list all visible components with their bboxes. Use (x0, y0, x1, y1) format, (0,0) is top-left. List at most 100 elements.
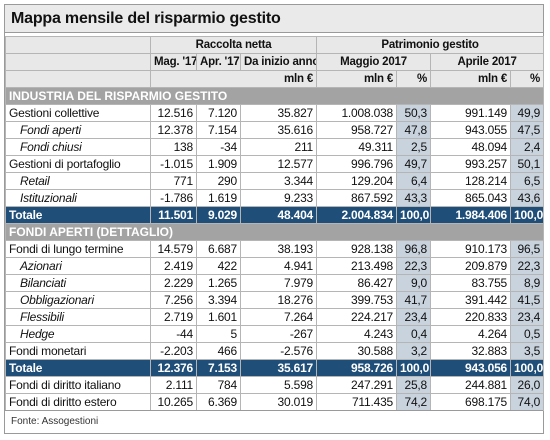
table-cell: 3,5 (510, 342, 545, 360)
table-cell: 2.719 (150, 308, 197, 326)
table-row: Fondi monetari -2.203 466 -2.576 30.588 3,2 32… (5, 342, 545, 360)
table-cell: 1.619 (196, 189, 241, 207)
table-cell: 4.243 (316, 325, 398, 343)
section-row: INDUSTRIA DEL RISPARMIO GESTITO (4, 87, 545, 105)
table-cell: 22,3 (510, 257, 545, 275)
table-cell: 3,2 (396, 342, 432, 360)
column-header: Aprile 2017 (430, 53, 545, 71)
table-cell: 49.311 (316, 138, 398, 156)
table-cell: 7.153 (196, 359, 241, 377)
table-cell: 771 (150, 172, 197, 190)
table-cell: 38.193 (239, 240, 318, 258)
table-cell: 7.154 (196, 121, 241, 139)
section-title: FONDI APERTI (DETTAGLIO) (4, 223, 545, 241)
table-cell: 247.291 (316, 376, 398, 394)
table-cell: 711.435 (316, 393, 398, 411)
unit-header: mln € (316, 70, 398, 88)
table-cell: 244.881 (430, 376, 512, 394)
table-cell: 35.616 (239, 121, 318, 139)
table-cell: 100,0 (396, 206, 432, 224)
header-row: Raccolta netta Patrimonio gestito (5, 36, 545, 54)
table-cell: 910.173 (430, 240, 512, 258)
table-cell: 86.427 (316, 274, 398, 292)
table-cell: 7.120 (196, 104, 241, 122)
table-cell: 74,0 (510, 393, 545, 411)
table-cell: 138 (150, 138, 197, 156)
table-cell: 6,5 (510, 172, 545, 190)
table-row: Flessibili 2.719 1.601 7.264 224.217 23,4 220.… (5, 308, 545, 326)
table-cell: -1.786 (150, 189, 197, 207)
table-cell: 12.376 (150, 359, 197, 377)
table-cell: 4.941 (239, 257, 318, 275)
table-cell: 2.229 (150, 274, 197, 292)
table-cell: 83.755 (430, 274, 512, 292)
row-label: Obbligazionari (5, 291, 151, 309)
row-label: Istituzionali (5, 189, 151, 207)
group-header: Raccolta netta (149, 36, 318, 54)
table-row: Fondi di diritto italiano 2.111 784 5.598 24… (5, 376, 545, 394)
table-cell: -2.576 (239, 342, 318, 360)
table-cell: 7.979 (239, 274, 318, 292)
table-cell: 100,0 (396, 359, 432, 377)
section-row: FONDI APERTI (DETTAGLIO) (4, 223, 545, 241)
table-cell: 100,0 (510, 206, 545, 224)
table-cell: 867.592 (316, 189, 398, 207)
table-cell: 993.257 (430, 155, 512, 173)
table-cell: 129.204 (316, 172, 398, 190)
table-cell: 2.419 (150, 257, 197, 275)
table-cell: 43,3 (396, 189, 432, 207)
table-cell: 698.175 (430, 393, 512, 411)
row-label: Fondi monetari (5, 342, 151, 360)
table-cell: 32.883 (430, 342, 512, 360)
table: Raccolta netta Patrimonio gestito Mag. '17… (4, 36, 545, 411)
table-cell: 23,4 (396, 308, 432, 326)
row-label: Flessibili (5, 308, 151, 326)
table-cell: 943.056 (430, 359, 512, 377)
column-header: Apr. '17 (196, 53, 241, 71)
unit-header: mln € (149, 70, 318, 88)
row-label: Retail (5, 172, 151, 190)
header-row: mln € mln €% mln €% (5, 70, 545, 88)
table-cell: 6.369 (196, 393, 241, 411)
table-cell: 943.055 (430, 121, 512, 139)
table-cell: 996.796 (316, 155, 398, 173)
table-cell: 41,7 (396, 291, 432, 309)
table-cell: 213.498 (316, 257, 398, 275)
title: Mappa mensile del risparmio gestito (5, 5, 543, 33)
table-cell: -44 (150, 325, 197, 343)
column-header: Maggio 2017 (316, 53, 432, 71)
table-cell: 466 (196, 342, 241, 360)
row-label: Fondi di diritto italiano (5, 376, 151, 394)
table-cell: 30.019 (239, 393, 318, 411)
table-cell: 211 (239, 138, 318, 156)
table-cell: 30.588 (316, 342, 398, 360)
table-cell: 96,8 (396, 240, 432, 258)
table-cell: 47,8 (396, 121, 432, 139)
row-label: Fondi aperti (5, 121, 151, 139)
table-row: Retail 771 290 3.344 129.204 6,4 128.214 6,5 (5, 172, 545, 190)
table-cell: 1.909 (196, 155, 241, 173)
table-cell: 48.094 (430, 138, 512, 156)
table-cell: 1.265 (196, 274, 241, 292)
table-cell: 14.579 (150, 240, 197, 258)
table-cell: 9.029 (196, 206, 241, 224)
table-cell: 958.727 (316, 121, 398, 139)
table-cell: 11.501 (150, 206, 197, 224)
table-cell: 49,7 (396, 155, 432, 173)
frame: Mappa mensile del risparmio gestito Racc… (4, 4, 545, 434)
table-cell: 4.264 (430, 325, 512, 343)
table-cell: 2,4 (510, 138, 545, 156)
table-cell: 8,9 (510, 274, 545, 292)
table-cell: 1.008.038 (316, 104, 398, 122)
row-label: Hedge (5, 325, 151, 343)
unit-header: % (396, 70, 432, 88)
table-row: Azionari 2.419 422 4.941 213.498 22,3 209.879 2… (5, 257, 545, 275)
table-cell: 74,2 (396, 393, 432, 411)
unit-header: mln € (430, 70, 512, 88)
source: Fonte: Assogestioni (5, 410, 543, 433)
table-cell: 18.276 (239, 291, 318, 309)
table-row: Bilanciati 2.229 1.265 7.979 86.427 9,0 83.755… (5, 274, 545, 292)
table-row: Istituzionali -1.786 1.619 9.233 867.592 43,3… (5, 189, 545, 207)
table-cell: -2.203 (150, 342, 197, 360)
table-cell: 224.217 (316, 308, 398, 326)
